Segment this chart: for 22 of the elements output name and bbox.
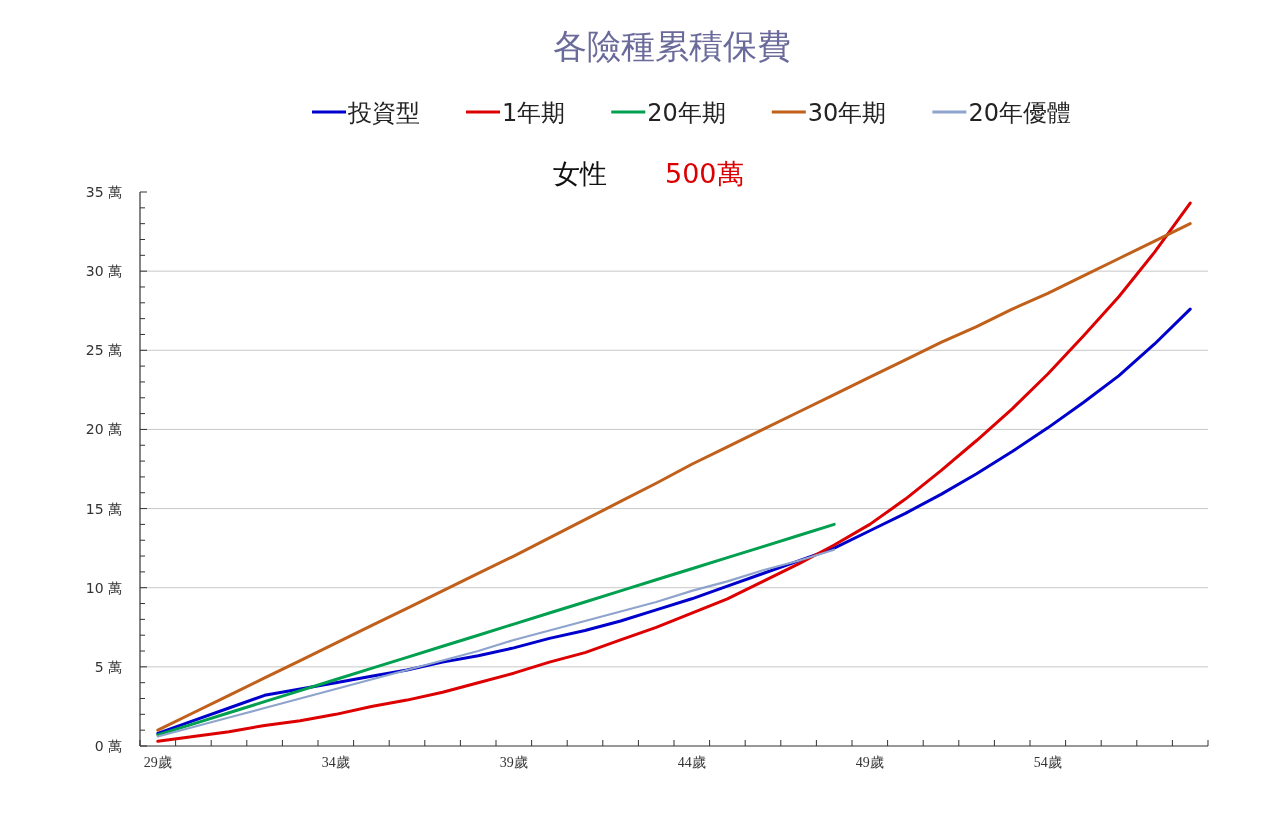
y-tick-label: 0 萬 xyxy=(94,738,122,754)
y-tick-label: 20 萬 xyxy=(85,421,122,438)
y-tick-label: 15 萬 xyxy=(85,500,122,517)
x-tick-label: 39歲 xyxy=(499,755,528,770)
chart-subtitle: 女性 xyxy=(553,158,607,189)
legend-label: 20年優體 xyxy=(968,99,1071,127)
y-tick-label: 5 萬 xyxy=(94,658,122,675)
legend-label: 1年期 xyxy=(502,99,566,127)
legend-label: 投資型 xyxy=(347,99,420,127)
y-tick-label: 35 萬 xyxy=(85,184,122,200)
legend-label: 30年期 xyxy=(807,99,887,127)
x-tick-label: 29歲 xyxy=(143,755,172,770)
x-tick-label: 49歲 xyxy=(855,755,884,770)
text: 500萬 xyxy=(665,158,744,189)
x-tick-label: 44歲 xyxy=(677,755,706,770)
chart-title: 各險種累積保費 xyxy=(553,26,791,66)
y-tick-label: 30 萬 xyxy=(85,263,122,280)
x-tick-label: 34歲 xyxy=(321,755,350,770)
x-tick-label: 54歲 xyxy=(1033,755,1062,770)
y-tick-label: 10 萬 xyxy=(85,579,122,596)
y-tick-label: 25 萬 xyxy=(85,342,122,359)
legend-label: 20年期 xyxy=(647,99,726,127)
